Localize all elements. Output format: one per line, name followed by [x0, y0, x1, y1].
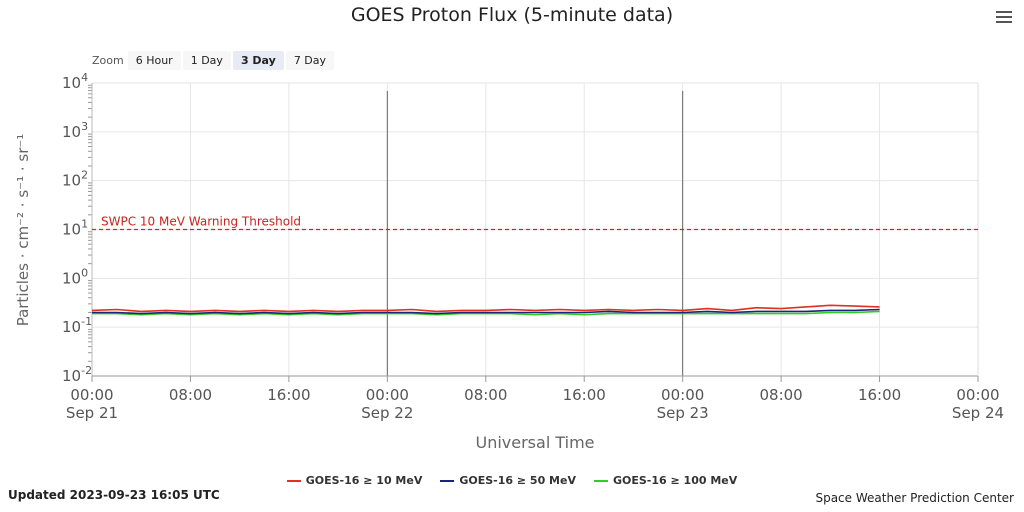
y-tick-label-4: 100 [62, 266, 88, 287]
zoom-6-hour-button[interactable]: 6 Hour [127, 50, 181, 70]
y-tick-label-1: 103 [62, 120, 88, 141]
y-tick-label-0: 104 [62, 71, 88, 92]
x-tick-time-2: 16:00 [267, 386, 310, 404]
y-tick-label-6: 10-2 [62, 364, 92, 385]
legend-label-10mev: GOES-16 ≥ 10 MeV [305, 474, 423, 487]
legend-label-100mev: GOES-16 ≥ 100 MeV [612, 474, 738, 487]
series-line-1 [92, 308, 880, 315]
y-tick-label-5: 10-1 [62, 315, 92, 336]
legend-swatch-10mev [286, 479, 301, 482]
x-tick-time-8: 16:00 [858, 386, 901, 404]
x-tick-date-6: Sep 23 [657, 404, 709, 422]
x-axis-title: Universal Time [475, 433, 594, 452]
chart-title: GOES Proton Flux (5-minute data) [350, 4, 674, 26]
zoom-7-day-button[interactable]: 7 Day [285, 50, 335, 70]
zoom-label: Zoom [92, 53, 124, 67]
legend: GOES-16 ≥ 10 MeV GOES-16 ≥ 50 MeV GOES-1… [0, 474, 1024, 487]
x-tick-time-7: 08:00 [759, 386, 802, 404]
zoom-1-day-button[interactable]: 1 Day [182, 50, 231, 70]
threshold-label: SWPC 10 MeV Warning Threshold [101, 215, 301, 229]
hamburger-menu-icon[interactable] [994, 8, 1014, 28]
y-axis-title: Particles · cm⁻² · s⁻¹ · sr⁻¹ [14, 134, 32, 327]
x-tick-date-9: Sep 24 [952, 404, 1004, 422]
x-tick-time-6: 00:00 [661, 386, 704, 404]
zoom-3-day-button[interactable]: 3 Day [232, 50, 284, 70]
updated-timestamp: Updated 2023-09-23 16:05 UTC [8, 488, 220, 502]
legend-item-50mev[interactable]: GOES-16 ≥ 50 MeV [440, 474, 576, 487]
x-tick-date-3: Sep 22 [361, 404, 413, 422]
legend-swatch-50mev [440, 479, 455, 482]
legend-swatch-100mev [593, 479, 608, 482]
x-tick-time-0: 00:00 [70, 386, 113, 404]
zoom-bar: Zoom 6 Hour 1 Day 3 Day 7 Day [92, 50, 336, 70]
legend-label-50mev: GOES-16 ≥ 50 MeV [459, 474, 576, 487]
credit-text: Space Weather Prediction Center [815, 491, 1014, 505]
x-tick-date-0: Sep 21 [66, 404, 118, 422]
series-line-2 [92, 310, 880, 316]
y-tick-label-3: 101 [62, 218, 88, 239]
x-tick-time-4: 08:00 [464, 386, 507, 404]
legend-item-100mev[interactable]: GOES-16 ≥ 100 MeV [593, 474, 738, 487]
x-tick-time-9: 00:00 [956, 386, 999, 404]
series-line-0 [91, 304, 880, 313]
x-tick-time-3: 00:00 [366, 386, 409, 404]
x-tick-time-5: 16:00 [563, 386, 606, 404]
x-tick-time-1: 08:00 [169, 386, 212, 404]
y-tick-label-2: 102 [62, 169, 88, 190]
legend-item-10mev[interactable]: GOES-16 ≥ 10 MeV [286, 474, 423, 487]
